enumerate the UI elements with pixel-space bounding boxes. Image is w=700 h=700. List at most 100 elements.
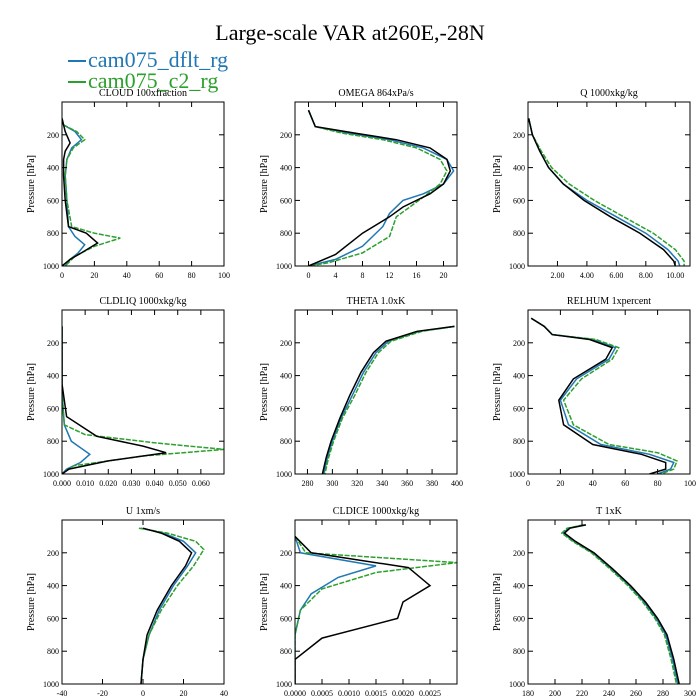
series-line: [528, 118, 685, 266]
y-tick-label: 1000: [276, 680, 292, 689]
y-tick-label: 200: [47, 131, 59, 140]
y-axis-label: Pressure [hPa]: [26, 363, 37, 421]
series-line: [138, 527, 205, 684]
panel-title: RELHUM 1xpercent: [567, 296, 651, 307]
y-tick-label: 1000: [276, 470, 292, 479]
panel-frame: [294, 519, 458, 685]
series-line: [324, 325, 455, 474]
y-tick-label: 200: [513, 549, 525, 558]
x-tick-label: 40: [123, 271, 131, 280]
panel-title: U 1xm/s: [126, 506, 160, 517]
panel-title: CLOUD 100xfraction: [99, 88, 187, 99]
legend-label-c2: cam075_c2_rg: [88, 68, 219, 93]
y-tick-label: 800: [280, 437, 292, 446]
x-tick-label: 20: [440, 271, 448, 280]
x-tick-label: 0.000: [53, 479, 71, 488]
x-tick-label: 0.050: [169, 479, 187, 488]
x-tick-label: 200: [549, 689, 561, 698]
series-line: [295, 535, 457, 684]
y-axis-label: Pressure [hPa]: [259, 155, 270, 213]
y-tick-label: 200: [47, 339, 59, 348]
y-axis-label: Pressure [hPa]: [492, 363, 503, 421]
x-tick-label: -40: [57, 689, 68, 698]
panel-frame: [527, 101, 691, 267]
x-tick-label: 280: [301, 479, 313, 488]
figure-title: Large-scale VAR at260E,-28N: [215, 20, 485, 45]
y-axis-label: Pressure [hPa]: [26, 155, 37, 213]
x-tick-label: 180: [522, 689, 534, 698]
series-line: [295, 536, 377, 684]
x-tick-label: 0.0005: [311, 689, 333, 698]
series-line: [62, 326, 92, 474]
panel-title: T 1xK: [596, 506, 622, 517]
y-tick-label: 600: [513, 614, 525, 623]
x-tick-label: 0.0020: [392, 689, 414, 698]
x-tick-label: 0: [141, 689, 145, 698]
y-axis-label: Pressure [hPa]: [259, 363, 270, 421]
chart-panel: Q 1000xkg/kg 200 400 600 800 1000 2.00 4.00 6.00…: [492, 88, 691, 280]
y-tick-label: 400: [47, 372, 59, 381]
y-tick-label: 800: [47, 229, 59, 238]
chart-panel: OMEGA 864xPa/s 200 400 600 800 1000 0 4 8 12 16 20 P…: [259, 88, 458, 280]
panel-frame: [294, 101, 458, 267]
chart-panel: U 1xm/s 200 400 600 800 1000-40 -20 0 20 40 Pressu…: [26, 506, 228, 698]
series-line: [322, 325, 455, 474]
x-tick-label: 400: [451, 479, 463, 488]
y-tick-label: 1000: [276, 262, 292, 271]
panel-title: THETA 1.0xK: [347, 296, 406, 307]
x-tick-label: 360: [401, 479, 413, 488]
y-tick-label: 400: [47, 582, 59, 591]
x-tick-label: 0.060: [192, 479, 210, 488]
y-tick-label: 400: [513, 582, 525, 591]
y-tick-label: 600: [280, 614, 292, 623]
y-tick-label: 600: [47, 196, 59, 205]
x-tick-label: 340: [376, 479, 388, 488]
x-tick-label: -20: [97, 689, 108, 698]
legend-swatch-dflt: [68, 60, 86, 62]
x-tick-label: 40: [589, 479, 597, 488]
y-tick-label: 400: [280, 372, 292, 381]
x-tick-label: 100: [684, 479, 696, 488]
x-tick-label: 4.00: [580, 271, 594, 280]
y-tick-label: 200: [280, 131, 292, 140]
y-axis-label: Pressure [hPa]: [492, 573, 503, 631]
y-tick-label: 1000: [43, 470, 59, 479]
series-line: [62, 326, 167, 474]
x-tick-label: 60: [155, 271, 163, 280]
y-tick-label: 400: [513, 164, 525, 173]
y-tick-label: 600: [280, 404, 292, 413]
y-axis-label: Pressure [hPa]: [26, 573, 37, 631]
y-tick-label: 1000: [509, 262, 525, 271]
legend-label-dflt: cam075_dflt_rg: [88, 47, 229, 72]
y-tick-label: 600: [513, 196, 525, 205]
y-tick-label: 200: [47, 549, 59, 558]
y-tick-label: 600: [47, 614, 59, 623]
series-line: [528, 118, 677, 266]
x-tick-label: 0: [307, 271, 311, 280]
series-line: [528, 118, 681, 266]
series-line: [140, 527, 193, 684]
series-line: [62, 326, 224, 474]
panel-title: Q 1000xkg/kg: [580, 88, 638, 99]
series-line: [62, 118, 121, 266]
x-tick-label: 0: [526, 479, 530, 488]
series-line: [307, 109, 452, 266]
x-tick-label: 0.010: [76, 479, 94, 488]
x-tick-label: 100: [218, 271, 230, 280]
panel-frame: [61, 309, 225, 475]
x-tick-label: 8: [361, 271, 365, 280]
y-tick-label: 800: [513, 647, 525, 656]
x-tick-label: 260: [630, 689, 642, 698]
y-axis-label: Pressure [hPa]: [259, 573, 270, 631]
x-tick-label: 240: [603, 689, 615, 698]
y-tick-label: 800: [513, 437, 525, 446]
y-tick-label: 400: [280, 164, 292, 173]
panel-title: CLDLIQ 1000xkg/kg: [100, 296, 187, 307]
y-tick-label: 200: [280, 339, 292, 348]
x-tick-label: 0.030: [122, 479, 140, 488]
x-tick-label: 20: [556, 479, 564, 488]
x-tick-label: 0.0000: [284, 689, 306, 698]
